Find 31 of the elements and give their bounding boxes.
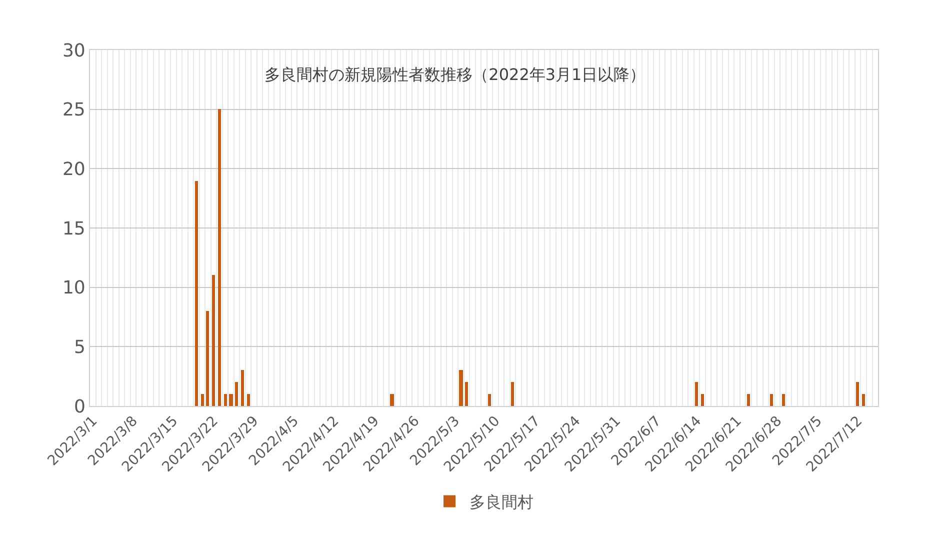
bar xyxy=(459,370,463,406)
y-tick-label: 15 xyxy=(62,218,86,240)
bar xyxy=(229,394,233,406)
text: 多良間村の新規陽性者数推移（2022年3月1日以降） xyxy=(264,65,646,84)
bar xyxy=(201,394,204,406)
y-tick-label: 25 xyxy=(62,100,86,121)
bar xyxy=(862,394,865,406)
y-tick-label: 5 xyxy=(74,336,86,358)
bar xyxy=(241,370,244,406)
bar xyxy=(701,394,704,406)
bar xyxy=(747,394,750,406)
y-tick-label: 0 xyxy=(74,396,86,418)
bar xyxy=(235,382,238,406)
bar xyxy=(218,109,221,406)
bar xyxy=(212,275,215,406)
bar xyxy=(247,394,250,406)
y-tick-label: 10 xyxy=(62,278,86,299)
bar xyxy=(206,311,209,406)
y-tick-label: 30 xyxy=(62,40,86,62)
bar xyxy=(195,181,198,406)
bar xyxy=(770,394,773,406)
bar xyxy=(856,382,859,406)
bar xyxy=(695,382,698,406)
legend-label: 多良間村 xyxy=(470,492,534,512)
bar xyxy=(390,394,394,406)
bar xyxy=(511,382,514,406)
bar xyxy=(224,394,227,406)
bar xyxy=(488,394,491,406)
bar xyxy=(782,394,785,406)
y-tick-label: 20 xyxy=(62,158,86,180)
bar xyxy=(465,382,468,406)
